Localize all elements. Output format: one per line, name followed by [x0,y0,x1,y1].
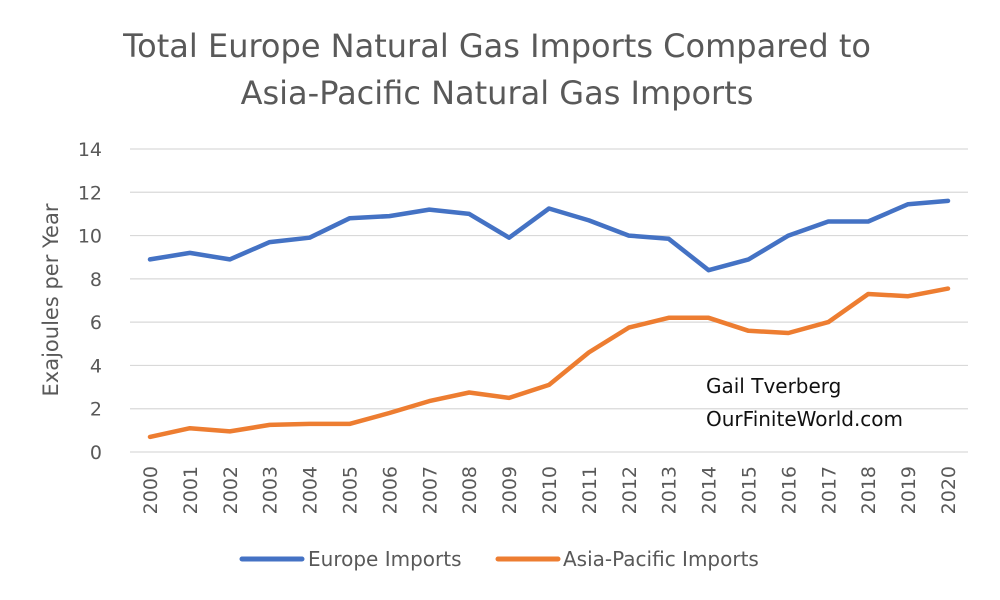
x-tick-label: 2012 [619,466,641,514]
y-tick-label: 6 [90,312,102,334]
chart-title-line-2: Asia-Pacific Natural Gas Imports [241,74,754,112]
legend-label-asia-pacific: Asia-Pacific Imports [563,547,759,571]
series-line-asia-pacific-imports [147,286,951,440]
x-tick-label: 2002 [220,466,242,514]
legend: Europe Imports Asia-Pacific Imports [239,547,759,571]
y-axis-title: Exajoules per Year [39,203,63,396]
x-tick-label: 2007 [419,466,441,514]
gridlines [130,148,968,453]
x-tick-label: 2014 [699,466,721,514]
x-tick-label: 2001 [180,466,202,514]
x-axis-ticks: 2000 2001 2002 2003 2004 2005 2006 2007 2008 2009… [140,466,960,514]
series-lines [147,198,951,440]
x-tick-label: 2011 [579,466,601,514]
y-tick-label: 14 [78,139,102,161]
x-tick-label: 2005 [339,466,361,514]
series-line-europe-imports [147,198,951,273]
x-tick-label: 2006 [379,466,401,514]
y-tick-label: 4 [90,355,102,377]
y-tick-label: 12 [78,182,102,204]
chart-title-line-1: Total Europe Natural Gas Imports Compare… [122,27,871,65]
y-tick-label: 0 [90,442,102,464]
y-tick-label: 2 [90,399,102,421]
x-tick-label: 2000 [140,466,162,514]
annotation-author: Gail Tverberg [706,374,841,398]
x-tick-label: 2003 [260,466,282,514]
y-axis-ticks: 0 2 4 6 8 10 12 14 [78,139,102,464]
x-tick-label: 2010 [539,466,561,514]
x-tick-label: 2009 [499,466,521,514]
x-tick-label: 2004 [300,466,322,514]
x-tick-label: 2008 [459,466,481,514]
x-tick-label: 2013 [659,466,681,514]
x-tick-label: 2016 [778,466,800,514]
y-tick-label: 10 [78,226,102,248]
x-tick-label: 2019 [898,466,920,514]
x-tick-label: 2017 [818,466,840,514]
annotation-website: OurFiniteWorld.com [706,407,903,431]
y-tick-label: 8 [90,269,102,291]
legend-label-europe: Europe Imports [308,547,462,571]
x-tick-label: 2018 [858,466,880,514]
x-tick-label: 2020 [938,466,960,514]
x-tick-label: 2015 [739,466,761,514]
